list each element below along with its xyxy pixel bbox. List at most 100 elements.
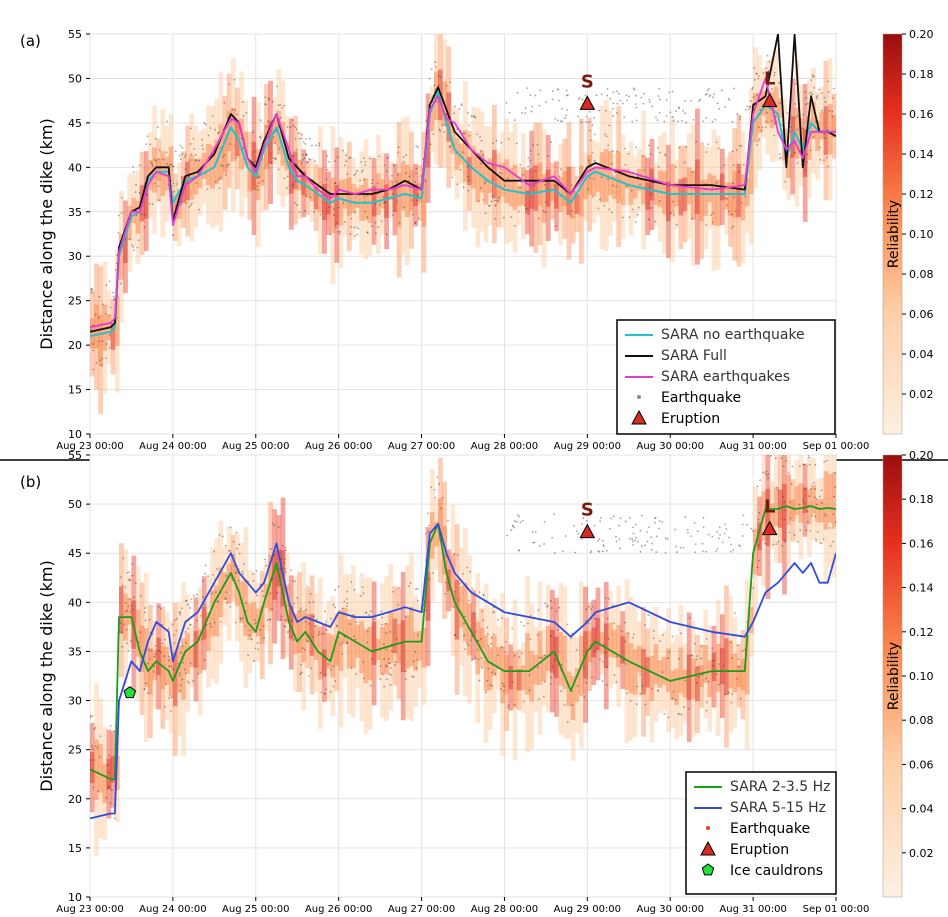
earthquake-point bbox=[315, 618, 318, 621]
earthquake-point bbox=[374, 202, 377, 205]
earthquake-point bbox=[447, 519, 449, 522]
reliability-cell bbox=[744, 151, 750, 233]
earthquake-point bbox=[519, 521, 522, 524]
earthquake-point bbox=[280, 558, 283, 561]
reliability-cell bbox=[276, 549, 282, 587]
earthquake-point bbox=[426, 512, 429, 515]
earthquake-point bbox=[224, 598, 227, 601]
earthquake-point bbox=[736, 678, 739, 680]
earthquake-point bbox=[366, 231, 369, 234]
earthquake-point bbox=[192, 594, 195, 597]
reliability-cell bbox=[719, 647, 725, 685]
earthquake-point bbox=[757, 559, 760, 562]
reliability-cell bbox=[724, 182, 729, 210]
earthquake-point bbox=[752, 587, 755, 589]
earthquake-point bbox=[593, 159, 596, 162]
earthquake-point bbox=[309, 196, 312, 199]
earthquake-point bbox=[544, 654, 547, 657]
earthquake-point bbox=[775, 115, 777, 118]
earthquake-point bbox=[312, 601, 315, 603]
earthquake-point bbox=[483, 182, 486, 185]
reliability-cell bbox=[380, 179, 385, 209]
reliability-cell bbox=[666, 648, 671, 692]
earthquake-point bbox=[189, 623, 192, 626]
earthquake-point bbox=[92, 349, 95, 352]
earthquake-point bbox=[396, 637, 398, 640]
reliability-cell bbox=[628, 141, 634, 236]
earthquake-point bbox=[554, 659, 556, 662]
earthquake-point bbox=[153, 655, 156, 658]
earthquake-point bbox=[777, 540, 780, 543]
earthquake-point bbox=[134, 191, 137, 194]
earthquake-point bbox=[113, 297, 116, 300]
earthquake-point bbox=[285, 549, 288, 552]
earthquake-point bbox=[150, 161, 152, 164]
earthquake-point bbox=[496, 199, 499, 202]
earthquake-point bbox=[233, 78, 236, 81]
earthquake-point bbox=[184, 168, 187, 170]
earthquake-point bbox=[462, 132, 465, 135]
reliability-cell bbox=[753, 529, 758, 575]
earthquake-point bbox=[691, 171, 694, 174]
earthquake-point bbox=[432, 133, 435, 135]
reliability-cell bbox=[678, 179, 684, 216]
reliability-cell bbox=[164, 125, 170, 222]
earthquake-point bbox=[256, 189, 259, 191]
legend-eruption-marker bbox=[631, 409, 647, 425]
earthquake-point bbox=[94, 313, 97, 316]
earthquake-point bbox=[631, 120, 634, 123]
earthquake-point bbox=[201, 580, 204, 583]
earthquake-point bbox=[124, 586, 127, 589]
earthquake-point bbox=[458, 582, 461, 585]
reliability-cell bbox=[827, 455, 833, 568]
earthquake-point bbox=[537, 609, 540, 611]
earthquake-point bbox=[814, 496, 816, 499]
earthquake-point bbox=[760, 129, 763, 132]
earthquake-point bbox=[605, 135, 608, 138]
earthquake-point bbox=[467, 189, 470, 192]
earthquake-point bbox=[168, 655, 170, 658]
earthquake-point bbox=[796, 115, 799, 118]
earthquake-point bbox=[168, 697, 170, 700]
earthquake-point bbox=[831, 110, 834, 113]
reliability-cell bbox=[276, 515, 282, 622]
earthquake-point bbox=[90, 714, 92, 717]
reliability-cell bbox=[545, 584, 551, 713]
reliability-cell bbox=[653, 162, 659, 226]
earthquake-point bbox=[433, 84, 436, 87]
earthquake-point bbox=[702, 516, 705, 519]
earthquake-point bbox=[521, 111, 523, 114]
reliability-cell bbox=[562, 635, 568, 689]
earthquake-point bbox=[506, 534, 509, 537]
earthquake-point bbox=[206, 188, 209, 191]
earthquake-point bbox=[582, 516, 585, 519]
earthquake-point bbox=[695, 140, 698, 143]
reliability-cell bbox=[579, 165, 584, 217]
earthquake-point bbox=[589, 110, 591, 113]
earthquake-point bbox=[550, 600, 552, 602]
reliability-cell bbox=[297, 571, 302, 692]
reliability-cell bbox=[210, 590, 215, 637]
y-tick-label: 10 bbox=[68, 428, 82, 441]
earthquake-point bbox=[131, 563, 134, 565]
earthquake-point bbox=[108, 754, 110, 757]
reliability-cell bbox=[438, 457, 443, 583]
earthquake-point bbox=[345, 605, 348, 608]
reliability-cell bbox=[114, 249, 120, 393]
y-tick-label: 50 bbox=[68, 72, 82, 85]
reliability-cell bbox=[201, 606, 207, 640]
earthquake-point bbox=[757, 518, 760, 521]
reliability-cell bbox=[815, 499, 821, 523]
earthquake-point bbox=[551, 665, 554, 668]
earthquake-point bbox=[545, 201, 547, 204]
earthquake-point bbox=[104, 313, 107, 315]
earthquake-point bbox=[277, 168, 280, 171]
reliability-cell bbox=[164, 157, 170, 191]
reliability-cell bbox=[545, 626, 551, 671]
earthquake-point bbox=[317, 633, 320, 636]
earthquake-point bbox=[114, 268, 117, 271]
reliability-cell bbox=[541, 629, 547, 707]
earthquake-point bbox=[686, 531, 689, 534]
earthquake-point bbox=[389, 630, 392, 633]
reliability-cell bbox=[533, 165, 539, 211]
